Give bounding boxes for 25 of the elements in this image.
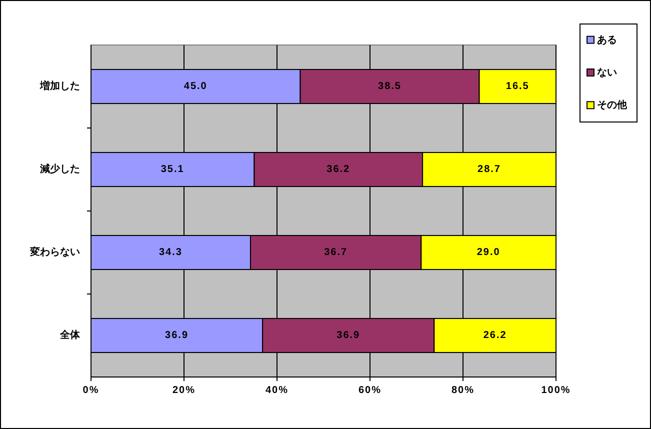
legend-label: ある (597, 34, 617, 46)
y-tick-label: 減少した (39, 163, 80, 175)
x-tick-label: 0% (82, 385, 100, 396)
data-label: 26.2 (483, 330, 507, 341)
x-tick-label: 20% (172, 385, 196, 396)
data-label: 28.7 (478, 164, 502, 175)
data-label: 36.9 (336, 330, 360, 341)
y-tick-label: 増加した (39, 80, 80, 92)
data-label: 38.5 (378, 81, 402, 92)
data-label: 29.0 (476, 247, 500, 258)
data-label: 16.5 (506, 81, 530, 92)
data-label: 36.7 (324, 247, 348, 258)
x-tick-label: 80% (451, 385, 475, 396)
data-label: 36.9 (165, 330, 189, 341)
data-label: 45.0 (184, 81, 208, 92)
x-tick-label: 100% (541, 385, 571, 396)
legend-label: ない (597, 68, 617, 78)
x-tick-label: 40% (265, 385, 289, 396)
legend-label: その他 (597, 99, 628, 112)
y-tick-label: 変わらない (29, 246, 80, 258)
data-label: 35.1 (160, 164, 184, 175)
y-tick-label: 全体 (59, 329, 81, 341)
x-tick-label: 60% (358, 385, 382, 396)
data-label: 36.2 (326, 164, 350, 175)
data-label: 34.3 (159, 247, 182, 258)
